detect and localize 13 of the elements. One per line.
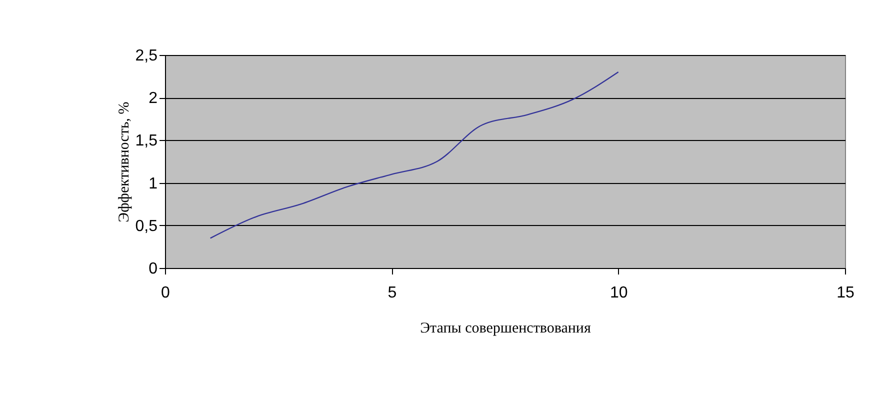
line-series	[210, 71, 619, 239]
y-tick-label: 0,5	[135, 218, 158, 235]
y-tick-label: 2,5	[135, 48, 158, 64]
y-tick-label: 2	[148, 90, 158, 108]
x-axis-title: Этапы совершенствования	[420, 320, 591, 336]
y-tick-label: 1	[148, 175, 158, 192]
x-tick-label: 10	[610, 284, 628, 302]
x-tick-label: 15	[836, 284, 854, 302]
y-axis-title: Эффективность, %	[116, 102, 132, 222]
x-tick-label: 0	[161, 284, 170, 302]
y-tick-label: 1,5	[135, 132, 158, 150]
x-tick-label: 5	[388, 284, 397, 302]
y-tick-label: 0	[148, 260, 158, 278]
